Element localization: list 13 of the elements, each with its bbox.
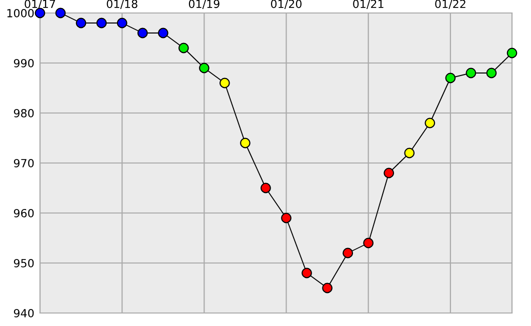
y-tick-label: 940 bbox=[14, 308, 34, 318]
x-tick-label: 01/19 bbox=[188, 0, 220, 9]
x-tick-label: 01/20 bbox=[270, 0, 302, 9]
y-tick-label: 990 bbox=[14, 58, 34, 68]
x-tick-label: 01/17 bbox=[24, 0, 56, 9]
y-tick-label: 1000 bbox=[7, 8, 34, 18]
x-tick-label: 01/22 bbox=[435, 0, 466, 9]
x-tick-label: 01/21 bbox=[353, 0, 384, 9]
y-tick-label: 960 bbox=[14, 208, 34, 218]
y-tick-label: 950 bbox=[14, 258, 34, 268]
x-tick-label: 01/18 bbox=[106, 0, 138, 9]
y-tick-label: 980 bbox=[14, 108, 34, 118]
y-tick-label: 970 bbox=[14, 158, 34, 168]
